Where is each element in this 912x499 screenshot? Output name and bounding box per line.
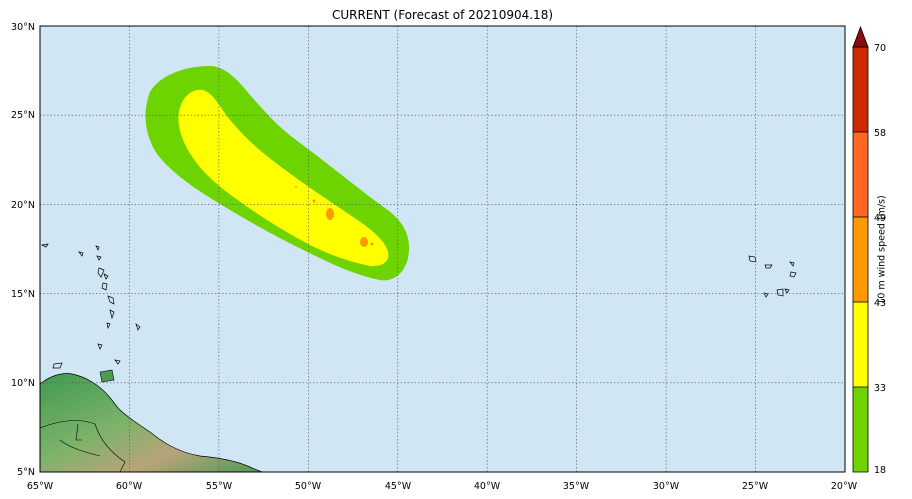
longitude-labels: 65°W 60°W 55°W 50°W 45°W 40°W 35°W 30°W …	[27, 481, 858, 492]
colorbar-extend-arrow	[853, 27, 868, 47]
lat-label: 20°N	[11, 200, 35, 211]
map-title: CURRENT (Forecast of 20210904.18)	[331, 8, 554, 22]
lon-label: 45°W	[385, 481, 412, 492]
colorbar-tick-label: 43	[874, 298, 886, 309]
lesser-antilles-islands	[40, 243, 141, 369]
lon-label: 40°W	[474, 481, 501, 492]
cabo-verde-islands	[748, 255, 797, 298]
swath-43ms-b	[360, 237, 368, 247]
lon-label: 30°W	[653, 481, 680, 492]
colorbar: 18 33 43 49 58 70	[852, 25, 886, 476]
lat-label: 5°N	[17, 467, 35, 478]
lon-label: 20°W	[831, 481, 858, 492]
map-frame	[39, 25, 846, 473]
colorbar-tick-label: 49	[874, 213, 886, 224]
swath-43ms-a	[326, 208, 334, 220]
lon-label: 55°W	[206, 481, 233, 492]
colorbar-tick-label: 70	[874, 43, 886, 54]
swath-33ms	[178, 89, 389, 267]
colorbar-title: 10 m wind speed (m/s)	[876, 195, 888, 305]
lon-label: 60°W	[116, 481, 143, 492]
lon-label: 50°W	[295, 481, 322, 492]
colorbar-tick-label: 18	[874, 465, 886, 476]
graticule	[40, 26, 845, 472]
swath-43ms-e	[295, 186, 297, 188]
colorbar-tick-label: 33	[874, 383, 886, 394]
lat-label: 25°N	[11, 110, 35, 121]
latitude-labels: 5°N 10°N 15°N 20°N 25°N 30°N	[11, 22, 35, 478]
lat-label: 30°N	[11, 22, 35, 33]
colorbar-segment-49-58	[853, 132, 868, 217]
colorbar-tick-label: 58	[874, 128, 886, 139]
lon-label: 65°W	[27, 481, 54, 492]
swath-43ms-c	[312, 199, 316, 203]
lat-label: 10°N	[11, 378, 35, 389]
south-america-land	[40, 373, 263, 472]
trinidad	[99, 369, 115, 383]
colorbar-segment-58-70	[853, 47, 868, 132]
colorbar-arrow-outline	[852, 25, 869, 48]
lat-label: 15°N	[11, 289, 35, 300]
colorbar-segment-33-43	[853, 302, 868, 387]
colorbar-segment-43-49	[853, 217, 868, 302]
lon-label: 25°W	[742, 481, 769, 492]
colorbar-segment-18-33	[853, 387, 868, 472]
south-america-inland-border	[40, 420, 126, 472]
swath-43ms-d	[370, 242, 374, 246]
lon-label: 35°W	[563, 481, 590, 492]
